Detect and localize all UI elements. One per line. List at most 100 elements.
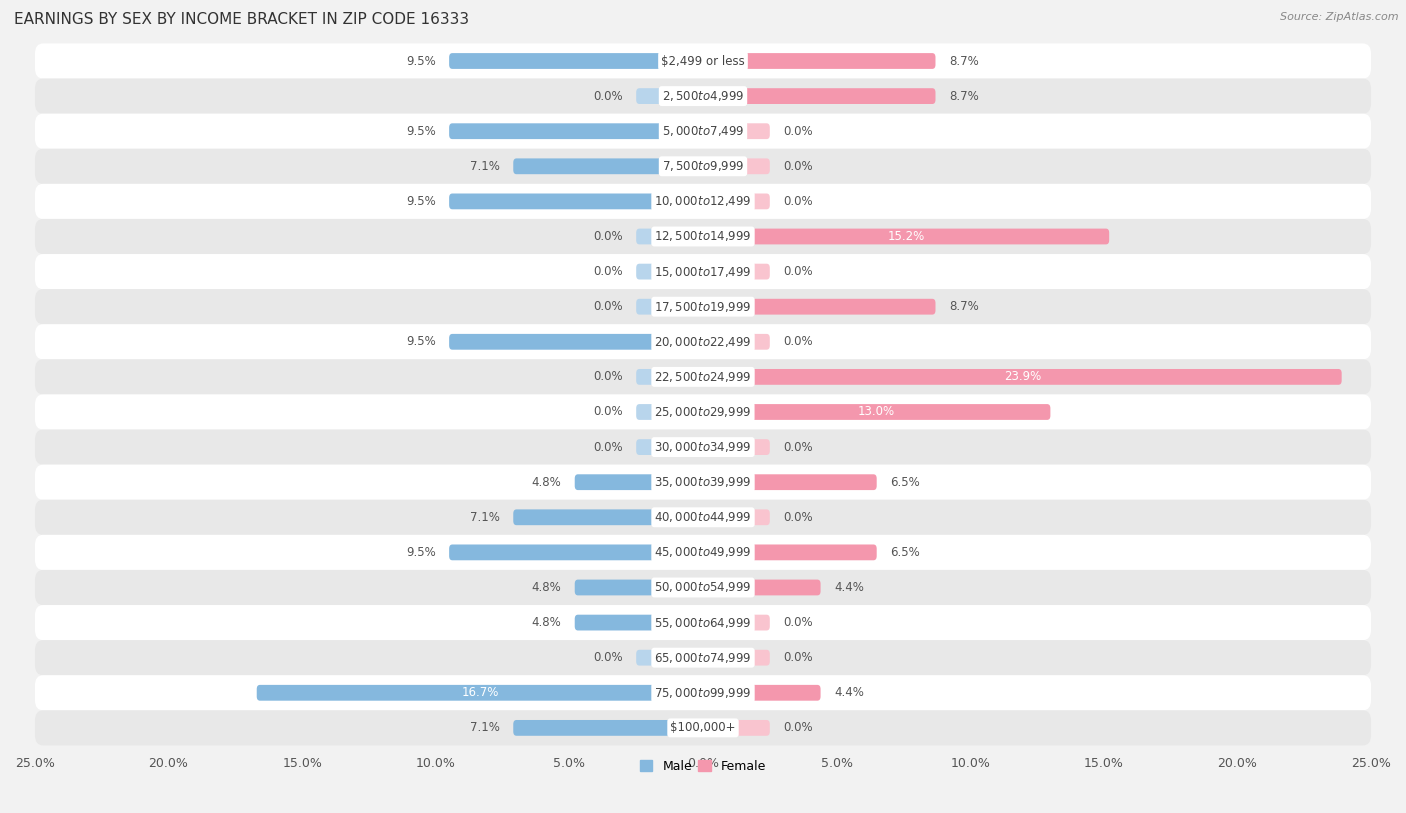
Text: $12,500 to $14,999: $12,500 to $14,999 xyxy=(654,229,752,244)
FancyBboxPatch shape xyxy=(703,369,1341,385)
Text: $40,000 to $44,999: $40,000 to $44,999 xyxy=(654,511,752,524)
Text: 4.4%: 4.4% xyxy=(834,686,863,699)
FancyBboxPatch shape xyxy=(636,299,703,315)
FancyBboxPatch shape xyxy=(449,124,703,139)
FancyBboxPatch shape xyxy=(35,184,1371,219)
FancyBboxPatch shape xyxy=(35,605,1371,640)
Text: 0.0%: 0.0% xyxy=(783,616,813,629)
FancyBboxPatch shape xyxy=(35,429,1371,465)
FancyBboxPatch shape xyxy=(703,650,770,666)
FancyBboxPatch shape xyxy=(513,159,703,174)
Text: 9.5%: 9.5% xyxy=(406,195,436,208)
FancyBboxPatch shape xyxy=(35,394,1371,429)
Text: 0.0%: 0.0% xyxy=(783,721,813,734)
FancyBboxPatch shape xyxy=(35,254,1371,289)
FancyBboxPatch shape xyxy=(636,88,703,104)
Text: 7.1%: 7.1% xyxy=(470,721,501,734)
Text: 9.5%: 9.5% xyxy=(406,335,436,348)
Text: 0.0%: 0.0% xyxy=(593,441,623,454)
FancyBboxPatch shape xyxy=(35,219,1371,254)
Text: 4.8%: 4.8% xyxy=(531,616,561,629)
Text: EARNINGS BY SEX BY INCOME BRACKET IN ZIP CODE 16333: EARNINGS BY SEX BY INCOME BRACKET IN ZIP… xyxy=(14,12,470,27)
FancyBboxPatch shape xyxy=(35,640,1371,676)
Text: $30,000 to $34,999: $30,000 to $34,999 xyxy=(654,440,752,454)
FancyBboxPatch shape xyxy=(636,369,703,385)
FancyBboxPatch shape xyxy=(449,334,703,350)
Text: 0.0%: 0.0% xyxy=(783,124,813,137)
FancyBboxPatch shape xyxy=(35,535,1371,570)
FancyBboxPatch shape xyxy=(35,570,1371,605)
Text: $15,000 to $17,499: $15,000 to $17,499 xyxy=(654,264,752,279)
FancyBboxPatch shape xyxy=(703,510,770,525)
FancyBboxPatch shape xyxy=(703,228,1109,245)
FancyBboxPatch shape xyxy=(35,324,1371,359)
Text: Source: ZipAtlas.com: Source: ZipAtlas.com xyxy=(1281,12,1399,22)
Text: 7.1%: 7.1% xyxy=(470,160,501,173)
FancyBboxPatch shape xyxy=(636,263,703,280)
FancyBboxPatch shape xyxy=(35,500,1371,535)
Text: $35,000 to $39,999: $35,000 to $39,999 xyxy=(654,475,752,489)
Text: 4.8%: 4.8% xyxy=(531,476,561,489)
Text: 0.0%: 0.0% xyxy=(593,89,623,102)
FancyBboxPatch shape xyxy=(575,580,703,595)
FancyBboxPatch shape xyxy=(703,193,770,209)
Text: 0.0%: 0.0% xyxy=(783,651,813,664)
Text: 0.0%: 0.0% xyxy=(783,511,813,524)
FancyBboxPatch shape xyxy=(513,510,703,525)
Text: 13.0%: 13.0% xyxy=(858,406,896,419)
Text: 16.7%: 16.7% xyxy=(461,686,499,699)
FancyBboxPatch shape xyxy=(636,228,703,245)
FancyBboxPatch shape xyxy=(703,580,821,595)
FancyBboxPatch shape xyxy=(513,720,703,736)
Text: 8.7%: 8.7% xyxy=(949,300,979,313)
FancyBboxPatch shape xyxy=(703,545,877,560)
FancyBboxPatch shape xyxy=(703,685,821,701)
FancyBboxPatch shape xyxy=(575,474,703,490)
Text: $75,000 to $99,999: $75,000 to $99,999 xyxy=(654,686,752,700)
Text: 4.4%: 4.4% xyxy=(834,581,863,594)
Text: 0.0%: 0.0% xyxy=(783,335,813,348)
FancyBboxPatch shape xyxy=(703,615,770,630)
FancyBboxPatch shape xyxy=(449,545,703,560)
Text: 7.1%: 7.1% xyxy=(470,511,501,524)
FancyBboxPatch shape xyxy=(35,43,1371,79)
Text: $17,500 to $19,999: $17,500 to $19,999 xyxy=(654,300,752,314)
Text: $22,500 to $24,999: $22,500 to $24,999 xyxy=(654,370,752,384)
Text: 0.0%: 0.0% xyxy=(593,406,623,419)
FancyBboxPatch shape xyxy=(35,289,1371,324)
FancyBboxPatch shape xyxy=(703,299,935,315)
Text: $20,000 to $22,499: $20,000 to $22,499 xyxy=(654,335,752,349)
Text: 0.0%: 0.0% xyxy=(593,300,623,313)
Text: $25,000 to $29,999: $25,000 to $29,999 xyxy=(654,405,752,419)
Legend: Male, Female: Male, Female xyxy=(636,754,770,778)
FancyBboxPatch shape xyxy=(636,404,703,420)
Text: 9.5%: 9.5% xyxy=(406,124,436,137)
Text: $10,000 to $12,499: $10,000 to $12,499 xyxy=(654,194,752,208)
Text: 8.7%: 8.7% xyxy=(949,89,979,102)
Text: 23.9%: 23.9% xyxy=(1004,371,1040,384)
FancyBboxPatch shape xyxy=(703,474,877,490)
FancyBboxPatch shape xyxy=(35,676,1371,711)
FancyBboxPatch shape xyxy=(703,124,770,139)
Text: 0.0%: 0.0% xyxy=(783,160,813,173)
FancyBboxPatch shape xyxy=(35,711,1371,746)
FancyBboxPatch shape xyxy=(35,465,1371,500)
FancyBboxPatch shape xyxy=(35,359,1371,394)
Text: 0.0%: 0.0% xyxy=(783,195,813,208)
FancyBboxPatch shape xyxy=(703,334,770,350)
FancyBboxPatch shape xyxy=(703,263,770,280)
Text: $5,000 to $7,499: $5,000 to $7,499 xyxy=(662,124,744,138)
FancyBboxPatch shape xyxy=(703,159,770,174)
FancyBboxPatch shape xyxy=(449,53,703,69)
Text: 4.8%: 4.8% xyxy=(531,581,561,594)
FancyBboxPatch shape xyxy=(703,53,935,69)
Text: 0.0%: 0.0% xyxy=(783,265,813,278)
Text: $55,000 to $64,999: $55,000 to $64,999 xyxy=(654,615,752,629)
Text: $2,499 or less: $2,499 or less xyxy=(661,54,745,67)
FancyBboxPatch shape xyxy=(35,114,1371,149)
Text: 0.0%: 0.0% xyxy=(593,371,623,384)
Text: 15.2%: 15.2% xyxy=(887,230,925,243)
Text: 6.5%: 6.5% xyxy=(890,546,920,559)
FancyBboxPatch shape xyxy=(703,720,770,736)
Text: $50,000 to $54,999: $50,000 to $54,999 xyxy=(654,580,752,594)
